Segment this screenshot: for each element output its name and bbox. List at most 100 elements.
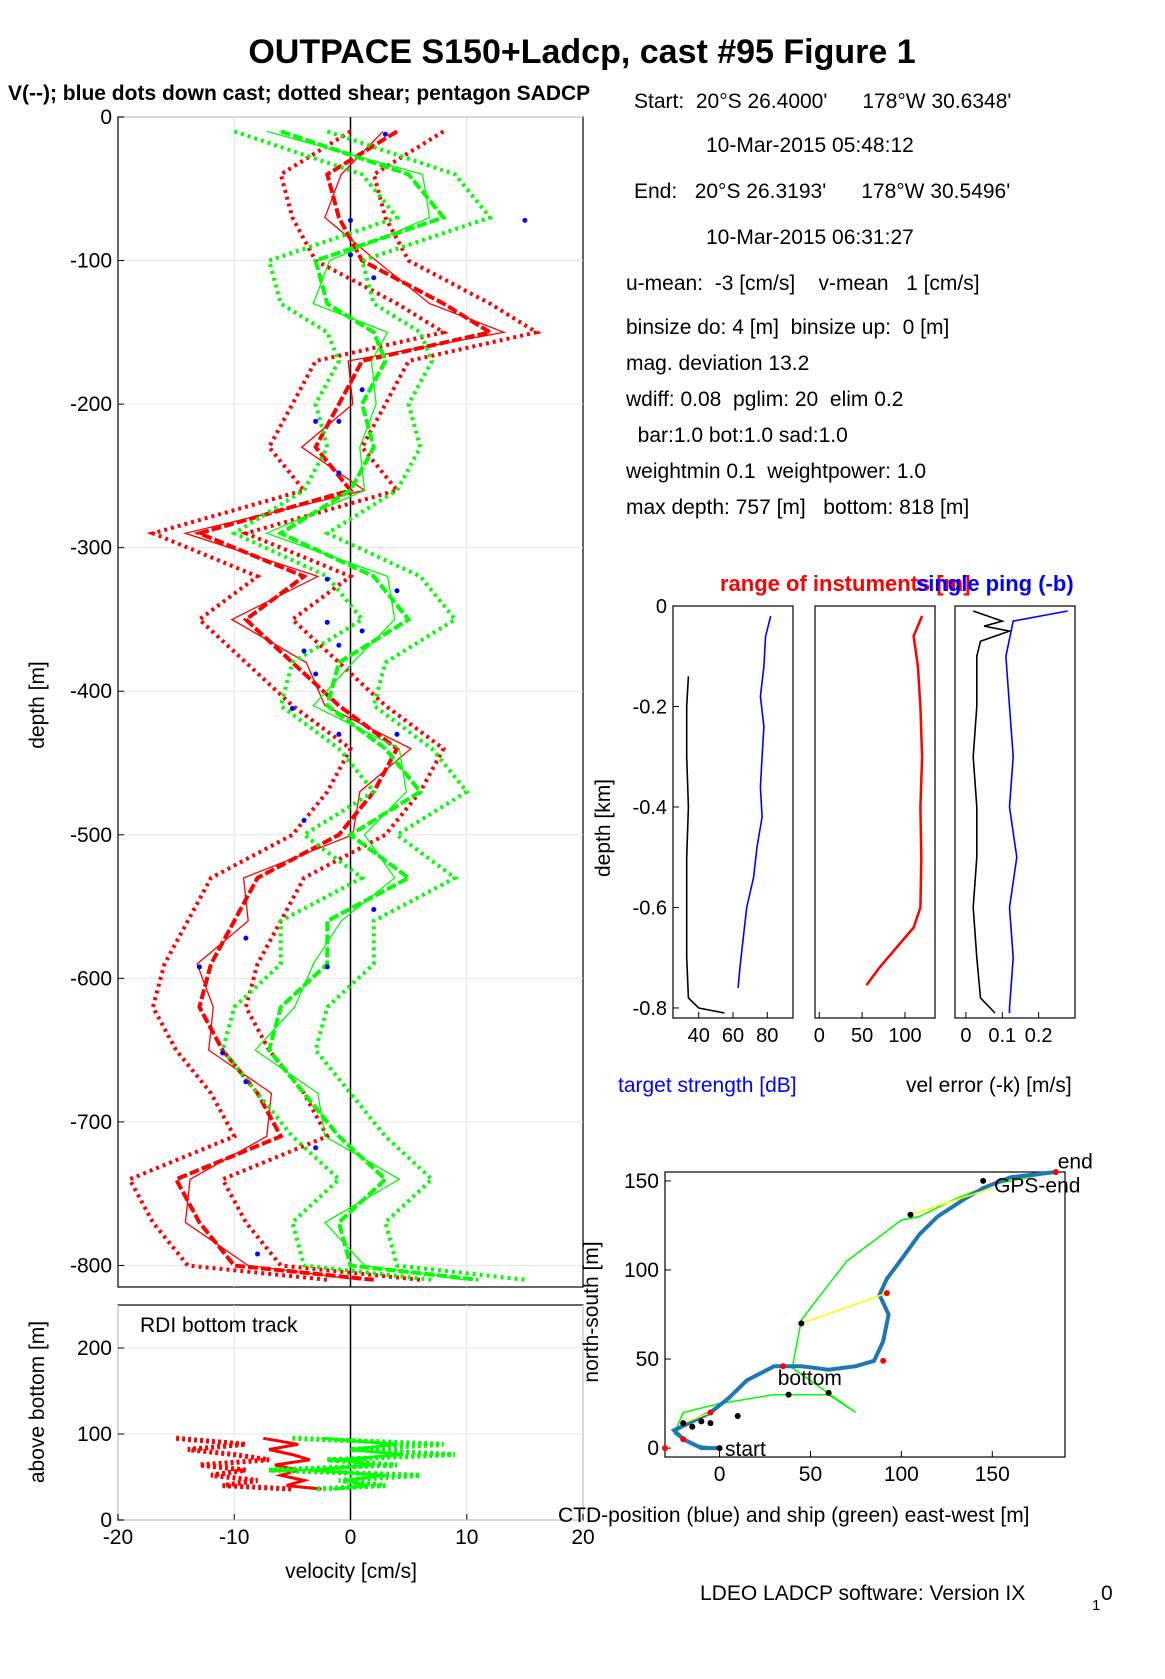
downcast-dot [348,252,353,258]
bt-xtick-label: 20 [571,1526,594,1549]
pos-marker-red [883,1290,890,1297]
pos-marker-black [798,1320,805,1327]
downcast-dot [371,275,377,281]
info-end: End: 20°S 26.3193' 178°W 30.5496' [634,180,1010,203]
main-ylabel: depth [m] [26,661,49,749]
footer-sub: 1 [1092,1597,1100,1614]
bt-series-v [269,1435,456,1492]
series-v-thin [254,130,465,1281]
figure-subtitle: V(--); blue dots down cast; dotted shear… [8,82,590,105]
bt-ytick-label: 200 [77,1337,112,1360]
pos-link [910,1187,993,1216]
pos-marker-black [734,1413,741,1420]
info-mean: u-mean: -3 [cm/s] v-mean 1 [cm/s] [626,272,980,295]
series-u-shear-left [126,129,449,1282]
pos-xtick-label: 0 [714,1463,726,1486]
target-strength-series-blue [737,615,772,988]
target-strength-ytick-label: 0 [656,596,667,618]
info-depth: max depth: 757 [m] bottom: 818 [m] [626,496,969,519]
pos-marker-red [780,1363,787,1370]
instrument-range-plot: 0 50 100 [814,605,936,1047]
downcast-dot [336,731,342,737]
bt-series-v-inner [309,1436,403,1491]
main-ytick-label: -500 [70,824,112,847]
pos-xtick-label: 50 [799,1463,822,1486]
series-u-line [173,129,496,1282]
pos-label-bottom: bottom [778,1367,842,1390]
velocity-profile-plot: 0 -100 -200 -300 -400 -500 -600 -700 -800 [70,106,584,1288]
downcast-dot [359,387,365,393]
pos-series-ship [673,1171,1057,1449]
downcast-dot [336,470,342,476]
pos-xtick-label: 100 [884,1463,919,1486]
pos-marker-black [825,1389,832,1396]
vel-error-xtick-label: 0.2 [1025,1025,1053,1047]
pos-ytick-label: 50 [636,1348,659,1371]
downcast-dot [301,817,307,823]
ts-xlabel: target strength [dB] [618,1074,797,1097]
downcast-dot [243,935,249,941]
pos-xlabel: CTD-position (blue) and ship (green) eas… [558,1504,1030,1527]
target-strength-plot: 40 60 80 0 -0.2 -0.4 -0.6 -0.8 [633,596,794,1047]
main-ytick-label: -200 [70,393,112,416]
footer: LDEO LADCP software: Version IX 1 0 [700,1582,1113,1614]
bt-ytick-label: 0 [100,1509,112,1532]
downcast-dot [220,1050,226,1056]
pos-marker-black [716,1445,723,1452]
bt-xtick-label: 0 [345,1526,357,1549]
instrument-range-frame [814,605,936,1019]
target-strength-ytick-label: -0.8 [633,998,667,1020]
vel-error-xtick-label: 0.1 [988,1025,1016,1047]
downcast-dot [324,619,330,625]
downcast-dot [289,705,295,711]
series-u-shear-right [219,129,542,1282]
downcast-dot [243,1079,249,1085]
pos-ytick-label: 0 [647,1437,659,1460]
vel-error-series-black [972,610,1013,1014]
ts-title: range of instuments [m] [720,571,971,596]
info-bar: bar:1.0 bot:1.0 sad:1.0 [626,424,848,447]
pos-marker-black [689,1423,696,1430]
pos-ytick-label: 150 [624,1170,659,1193]
info-block: Start: 20°S 26.4000' 178°W 30.6348' 10-M… [625,90,1011,519]
main-ytick-label: -100 [70,250,112,273]
downcast-dot [313,671,319,677]
pos-ytick-label: 100 [624,1259,659,1282]
series-v-shear-right [313,129,526,1282]
downcast-dot [336,642,342,648]
info-binsize: binsize do: 4 [m] binsize up: 0 [m] [626,316,949,339]
bt-series-u [175,1435,293,1492]
pos-marker-black [907,1211,914,1218]
info-end-time: 10-Mar-2015 06:31:27 [706,226,914,249]
downcast-dot [324,576,330,582]
bt-series-u-inner [263,1436,322,1491]
target-strength-ytick-label: -0.4 [633,797,667,819]
pos-link [801,1292,888,1325]
downcast-dot [394,731,400,737]
target-strength-ytick-label: -0.6 [633,897,667,919]
downcast-dot [382,131,388,137]
main-ytick-label: -700 [70,1111,112,1134]
pos-marker-black [785,1391,792,1398]
info-start: Start: 20°S 26.4000' 178°W 30.6348' [634,90,1011,113]
bt-xtick-label: -10 [219,1526,249,1549]
pos-marker-red [662,1445,668,1452]
bt-ytick-label: 100 [77,1423,112,1446]
target-strength-xtick-label: 80 [756,1025,778,1047]
instrument-range-xtick-label: 0 [814,1025,825,1047]
main-ytick-label: -300 [70,537,112,560]
bt-label: RDI bottom track [140,1314,298,1337]
bt-xtick-label: 10 [455,1526,478,1549]
figure-title: OUTPACE S150+Ladcp, cast #95 Figure 1 [248,33,915,71]
instrument-range-series-range [865,615,924,987]
pos-series-ctd [670,1170,1057,1451]
footer-text: LDEO LADCP software: Version IX [700,1582,1025,1605]
target-strength-ytick-label: -0.2 [633,696,667,718]
pos-marker-red [707,1409,714,1416]
bt-xtick-label: -20 [103,1526,133,1549]
downcast-dot [301,648,307,654]
ts-title2: single ping (-b) [916,571,1074,596]
pos-xtick-label: 150 [975,1463,1010,1486]
